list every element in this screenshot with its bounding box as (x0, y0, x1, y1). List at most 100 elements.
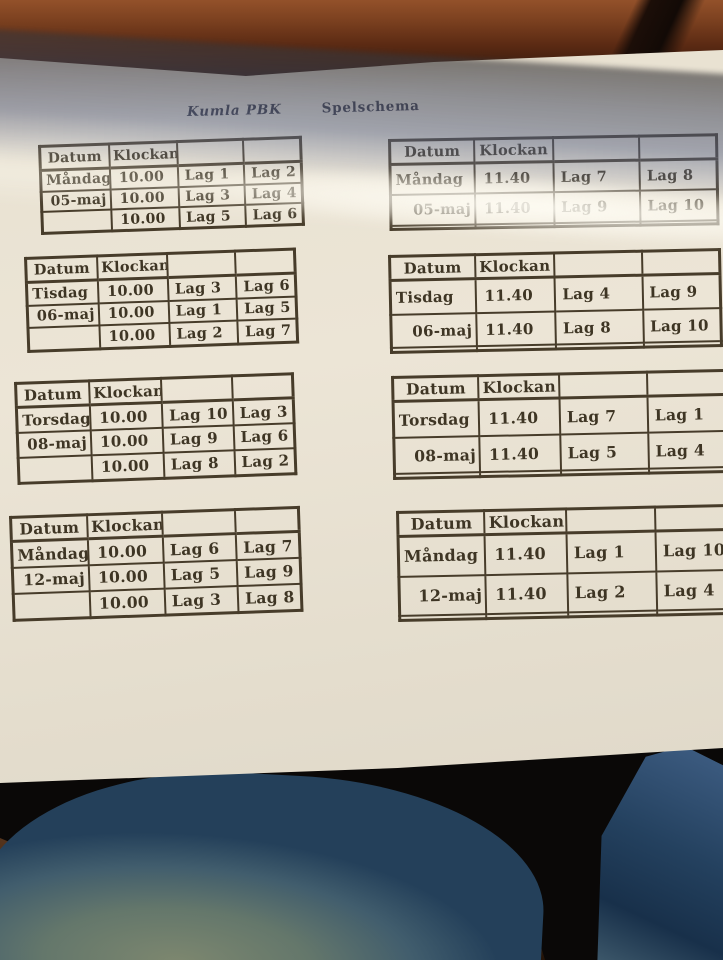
cell-day: Torsdag (393, 399, 480, 439)
cell-team-b: Lag 4 (648, 431, 723, 469)
document-title: Kumla PBK Spelschema (187, 98, 420, 120)
cell-team-b: Lag 6 (245, 203, 304, 227)
cell-team-b: Lag 2 (243, 161, 302, 185)
schedule-grid: Datum Klockan Torsdag 10.00 Lag 10 Lag 3… (14, 372, 298, 485)
cell-day: Tisdag (26, 279, 99, 306)
schedule-grid: Datum Klockan Måndag 11.40 Lag 1 Lag 10 … (396, 503, 723, 622)
cell-day: Torsdag (16, 404, 91, 433)
schedule-table-mon-05-maj-1000: Datum Klockan Måndag 10.00 Lag 1 Lag 2 0… (38, 135, 305, 235)
cell-team-a: Lag 5 (560, 432, 649, 471)
schedule-grid: Datum Klockan Måndag 10.00 Lag 1 Lag 2 0… (38, 135, 305, 235)
cell-team-a: Lag 3 (164, 586, 239, 616)
match-row: Måndag 11.40 Lag 1 Lag 10 (398, 529, 723, 577)
header-klockan: Klockan (96, 253, 168, 280)
cell-team-a: Lag 5 (178, 205, 247, 229)
cell-team-b: Lag 10 (640, 189, 718, 222)
cell-time: 10.00 (110, 186, 179, 210)
cell-date: 08-maj (17, 430, 92, 458)
schedule-title: Spelschema (321, 97, 420, 117)
cell-date: 06-maj (390, 312, 477, 349)
cell-empty (13, 591, 91, 621)
cell-day: Måndag (11, 538, 89, 568)
cell-time: 10.00 (109, 165, 179, 190)
match-row: 12-maj 11.40 Lag 2 Lag 4 (398, 569, 723, 616)
cell-team-a (556, 342, 644, 349)
cell-day: Måndag (389, 162, 475, 196)
cell-day: Måndag (40, 168, 111, 192)
cell-team-b: Lag 4 (244, 182, 303, 206)
header-datum: Datum (10, 514, 88, 542)
cell-date: 12-maj (12, 565, 90, 594)
cell-team-b (643, 341, 722, 348)
cell-team-b: Lag 9 (642, 273, 721, 310)
cell-empty (41, 209, 112, 234)
cell-team-b: Lag 9 (236, 557, 302, 587)
cell-team-a: Lag 3 (167, 275, 237, 301)
header-klockan: Klockan (484, 508, 567, 535)
cell-time: 11.40 (475, 277, 556, 313)
cell-team-b: Lag 7 (235, 531, 301, 561)
cell-team-b: Lag 10 (642, 307, 722, 343)
cell-team-a: Lag 4 (554, 275, 643, 312)
cell-team-a: Lag 7 (553, 160, 641, 193)
header-klockan: Klockan (86, 512, 163, 539)
cell-team-a: Lag 1 (177, 163, 245, 187)
header-empty (558, 372, 648, 398)
cell-team-a: Lag 7 (559, 396, 649, 435)
cell-time: 10.00 (97, 277, 169, 304)
cell-team-a: Lag 9 (162, 425, 235, 453)
header-datum: Datum (39, 144, 110, 171)
cell-time: 11.40 (479, 434, 562, 473)
cell-time: 11.40 (478, 397, 561, 437)
header-datum: Datum (392, 375, 479, 402)
cell-team-a: Lag 3 (178, 184, 246, 208)
cell-team-a: Lag 1 (168, 298, 238, 324)
header-empty (641, 249, 720, 276)
cell-team-a (568, 610, 658, 617)
header-empty (242, 137, 302, 164)
header-klockan: Klockan (473, 137, 554, 163)
header-empty (552, 136, 640, 162)
cell-empty (399, 613, 487, 621)
cell-time: 11.40 (475, 311, 557, 347)
cell-date: 05-maj (390, 193, 476, 226)
cell-time (486, 612, 569, 619)
cell-time: 11.40 (485, 573, 569, 614)
schedule-table-tue-06-maj-1140: Datum Klockan Tisdag 11.40 Lag 4 Lag 9 0… (388, 248, 723, 354)
cell-time (476, 344, 557, 351)
cell-team-b: Lag 3 (232, 397, 295, 426)
cell-team-b: Lag 1 (647, 394, 723, 433)
cell-time: 10.00 (99, 323, 170, 349)
header-empty (646, 370, 723, 397)
cell-day: Måndag (398, 534, 486, 577)
cell-team-a: Lag 2 (169, 320, 239, 347)
cell-date: 12-maj (398, 574, 487, 616)
header-empty (554, 251, 643, 278)
cell-date: 06-maj (27, 303, 100, 329)
cell-team-b (640, 219, 719, 226)
header-datum: Datum (389, 139, 475, 165)
cell-team-b: Lag 6 (236, 273, 297, 299)
schedule-grid: Datum Klockan Torsdag 11.40 Lag 7 Lag 1 … (391, 368, 723, 480)
header-klockan: Klockan (88, 378, 162, 405)
header-empty (176, 139, 244, 166)
cell-time: 10.00 (110, 207, 180, 231)
cell-team-a (561, 468, 649, 475)
cell-time: 11.40 (474, 192, 555, 225)
cell-team-a: Lag 8 (163, 450, 235, 479)
cell-time: 11.40 (484, 532, 568, 575)
cell-team-b: Lag 2 (234, 448, 296, 476)
cell-team-a: Lag 10 (161, 399, 234, 428)
schedule-grid: Datum Klockan Måndag 11.40 Lag 7 Lag 8 0… (388, 133, 720, 231)
schedule-table-mon-12-maj-1000: Datum Klockan Måndag 10.00 Lag 6 Lag 7 1… (9, 505, 304, 622)
header-empty (639, 134, 717, 161)
cell-time: 10.00 (98, 300, 170, 326)
schedule-grid: Datum Klockan Måndag 10.00 Lag 6 Lag 7 1… (9, 505, 304, 622)
header-empty (166, 251, 237, 278)
cell-day: Tisdag (390, 278, 476, 315)
cell-team-b: Lag 6 (233, 423, 295, 451)
cell-time: 11.40 (474, 161, 554, 194)
header-empty (654, 505, 723, 532)
